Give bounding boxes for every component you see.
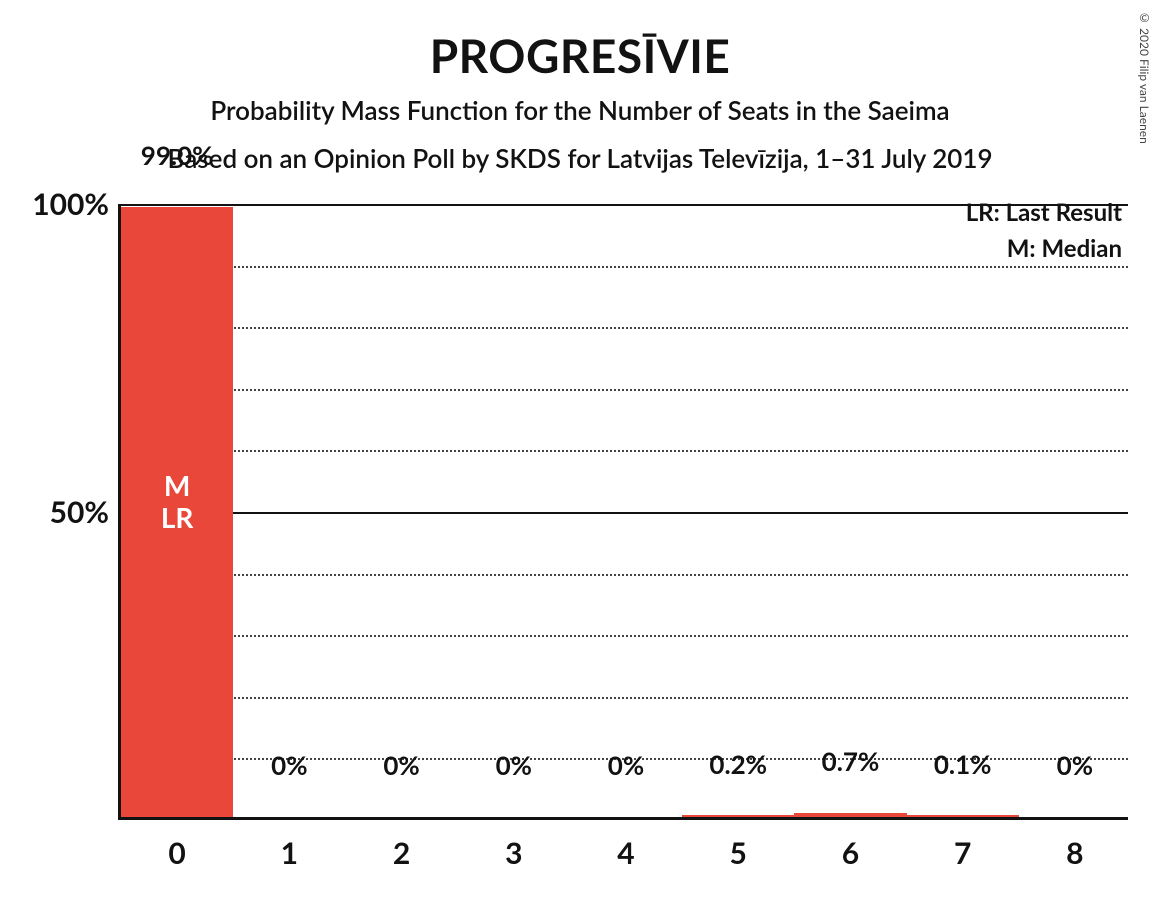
y-tick-label: 50% (50, 494, 121, 530)
grid-minor (121, 266, 1128, 268)
grid-major (121, 512, 1128, 514)
x-tick-label: 3 (458, 817, 570, 871)
grid-minor (121, 327, 1128, 329)
bar-value-label: 0.2% (682, 748, 794, 780)
x-tick-label: 7 (907, 817, 1019, 871)
x-tick-label: 0 (121, 817, 233, 871)
bar-value-label: 0% (233, 749, 345, 781)
grid-minor (121, 389, 1128, 391)
plot-area: LR: Last Result M: Median 50%100%99.0%00… (118, 204, 1128, 820)
copyright-text: © 2020 Filip van Laenen (1137, 10, 1152, 144)
x-tick-label: 6 (794, 817, 906, 871)
chart-subtitle-1: Probability Mass Function for the Number… (0, 94, 1160, 126)
bar-value-label: 99.0% (121, 139, 233, 171)
x-tick-label: 2 (345, 817, 457, 871)
chart-container: PROGRESĪVIE Probability Mass Function fo… (0, 0, 1160, 924)
chart-title: PROGRESĪVIE (0, 28, 1160, 83)
y-tick-label: 100% (32, 186, 121, 222)
legend-m: M: Median (1007, 234, 1122, 263)
grid-minor (121, 635, 1128, 637)
grid-major (121, 204, 1128, 206)
bar-value-label: 0.7% (794, 745, 906, 777)
x-tick-label: 1 (233, 817, 345, 871)
x-tick-label: 5 (682, 817, 794, 871)
legend-lr: LR: Last Result (966, 198, 1122, 227)
bar-value-label: 0% (345, 749, 457, 781)
grid-minor (121, 574, 1128, 576)
bar-value-label: 0.1% (907, 748, 1019, 780)
bar-value-label: 0% (1019, 749, 1131, 781)
grid-minor (121, 697, 1128, 699)
x-tick-label: 8 (1019, 817, 1131, 871)
bar-value-label: 0% (458, 749, 570, 781)
bar-overlay-median-lr: MLR (121, 469, 233, 533)
bar-value-label: 0% (570, 749, 682, 781)
x-tick-label: 4 (570, 817, 682, 871)
grid-minor (121, 450, 1128, 452)
